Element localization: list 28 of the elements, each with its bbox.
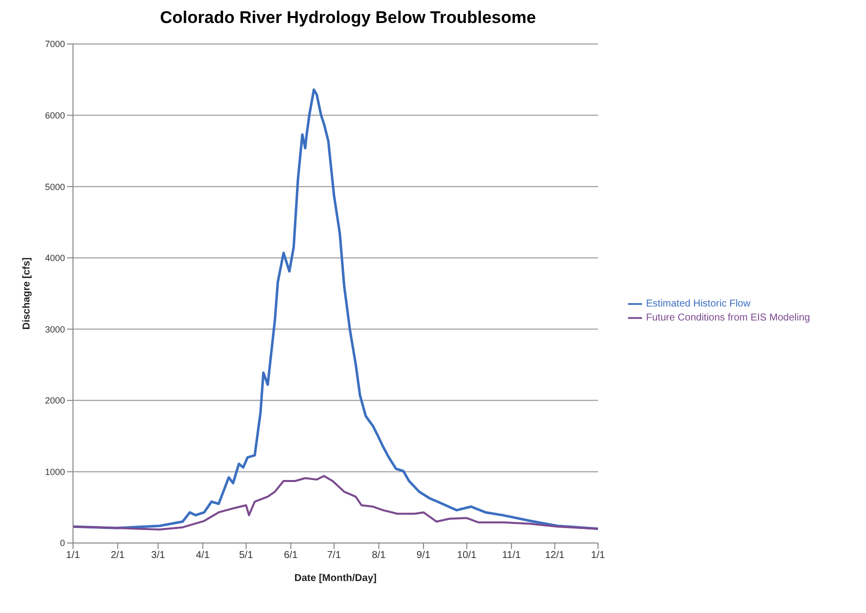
x-tick-label: 10/1 [457, 550, 477, 562]
line-series [73, 88, 598, 530]
y-tick-label: 2000 [44, 396, 65, 406]
x-tick-label: 3/1 [151, 550, 166, 562]
x-tick-label: 11/1 [502, 550, 522, 562]
x-tick-label: 12/1 [544, 550, 565, 562]
y-tick-label: 5000 [44, 182, 65, 192]
y-tick-label: 3000 [44, 324, 65, 334]
line-series [73, 474, 598, 530]
legend-label: Estimated Historic Flow [646, 298, 750, 310]
x-tick-label: 8/1 [372, 550, 386, 562]
y-tick-label: 6000 [44, 110, 65, 120]
y-tick-label: 4000 [44, 253, 65, 264]
x-tick-label: 6/1 [284, 550, 298, 562]
legend-label: Future Conditions from EIS Modeling [646, 312, 810, 324]
chart-title: Colorado River Hydrology Below Troublesome [159, 8, 537, 28]
y-tick-label: 7000 [44, 39, 65, 50]
y-axis-title: Dischagre [cfs] [22, 257, 33, 330]
y-tick-label: 0 [60, 538, 65, 548]
x-tick-label: 9/1 [416, 550, 431, 562]
x-tick-label: 2/1 [110, 550, 126, 562]
x-tick-label: 1/1 [591, 550, 606, 562]
x-tick-label: 7/1 [327, 550, 342, 562]
x-tick-label: 5/1 [239, 550, 254, 562]
y-tick-label: 1000 [44, 466, 65, 477]
x-tick-label: 1/1 [66, 550, 80, 562]
x-axis-title: Date [Month/Day] [294, 573, 377, 584]
x-tick-label: 4/1 [196, 550, 210, 562]
